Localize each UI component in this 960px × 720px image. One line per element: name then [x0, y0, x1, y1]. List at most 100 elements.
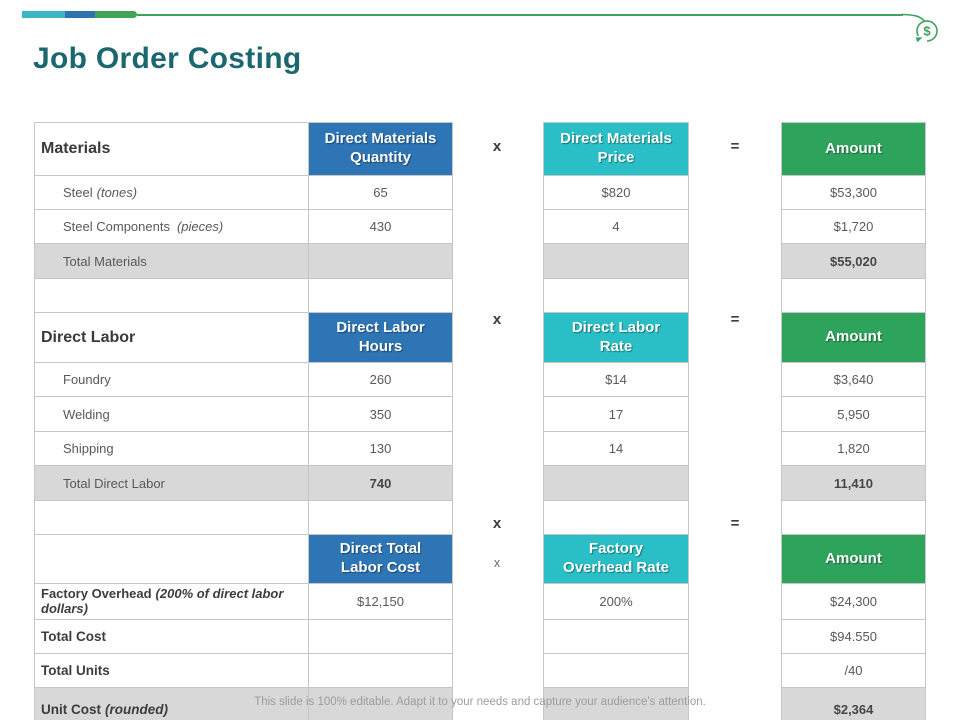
cell-foundry-amount: $3,640 [781, 362, 926, 397]
table-row-total: $2,364 [781, 687, 926, 720]
cell-total-materials-label: Total Materials [34, 243, 309, 279]
cell-steel-components-price: 4 [543, 209, 689, 244]
cell-empty [308, 653, 453, 688]
cell-unit-cost-label: Unit Cost (rounded) [34, 687, 309, 720]
table-row: Steel (tones) 65 [34, 175, 453, 210]
table-row: Welding 350 [34, 396, 453, 432]
cell-empty [34, 500, 309, 535]
cell-empty [34, 534, 309, 584]
equals-operator: = [730, 515, 740, 532]
dollar-glyph: $ [923, 24, 931, 39]
table-row: Amount [781, 312, 926, 363]
table-row-total: 11,410 [781, 465, 926, 501]
left-table: Materials Direct Materials Quantity Stee… [34, 122, 453, 720]
cell-empty [308, 500, 453, 535]
table-row-total [543, 243, 689, 279]
table-row: Steel Components (pieces) 430 [34, 209, 453, 244]
table-row: Direct Materials Price [543, 122, 689, 176]
multiply-operator: x [492, 311, 502, 328]
cell-materials-label: Materials [34, 122, 309, 176]
equals-operator: = [730, 138, 740, 155]
cell-unit-cost-amount: $2,364 [781, 687, 926, 720]
table-row: Total Units [34, 653, 453, 688]
table-row: Total Cost [34, 619, 453, 654]
row-label: Steel Components [63, 219, 170, 234]
table-row [543, 619, 689, 654]
row-label-note: (200% of direct labor dollars) [41, 585, 284, 616]
cell-header-amount-1: Amount [781, 122, 926, 176]
multiply-operator: x [492, 515, 502, 532]
top-accent-bar-teal [22, 11, 65, 18]
header-line: Direct Materials [560, 130, 672, 148]
cell-steel-amount: $53,300 [781, 175, 926, 210]
cell-direct-labor-label: Direct Labor [34, 312, 309, 363]
cell-factory-overhead-qty: $12,150 [308, 583, 453, 620]
table-row-spacer [34, 500, 453, 535]
cell-empty [308, 278, 453, 313]
cell-shipping-price: 14 [543, 431, 689, 466]
table-row [543, 653, 689, 688]
cell-shipping-amount: 1,820 [781, 431, 926, 466]
table-row: Shipping 130 [34, 431, 453, 466]
cell-total-units-label: Total Units [34, 653, 309, 688]
cell-steel-components-amount: $1,720 [781, 209, 926, 244]
table-row: $94.550 [781, 619, 926, 654]
right-table: Amount $53,300 $1,720 $55,020 Amount $3,… [781, 122, 926, 720]
table-row-total [543, 687, 689, 720]
dollar-refresh-icon: $ [900, 9, 949, 51]
cell-empty [308, 619, 453, 654]
table-row: Amount [781, 534, 926, 584]
page-title: Job Order Costing [33, 42, 302, 75]
cell-total-cost-amount: $94.550 [781, 619, 926, 654]
cell-empty [543, 687, 689, 720]
row-label-note: (tones) [96, 185, 138, 200]
table-row: $1,720 [781, 209, 926, 244]
header-line: Overhead Rate [563, 559, 669, 576]
header-line: Price [597, 149, 635, 166]
table-row-spacer [781, 278, 926, 313]
row-label: Factory Overhead [41, 585, 152, 601]
cell-welding-label: Welding [34, 396, 309, 432]
cell-header-amount-2: Amount [781, 312, 926, 363]
table-row: Factory Overhead Rate [543, 534, 689, 584]
table-row: /40 [781, 653, 926, 688]
header-line: Direct Labor [571, 318, 661, 336]
cell-empty [543, 619, 689, 654]
cell-foundry-label: Foundry [34, 362, 309, 397]
cell-empty [543, 243, 689, 279]
cell-steel-price: $820 [543, 175, 689, 210]
cell-empty [308, 687, 453, 720]
table-row: Direct Labor Direct Labor Hours [34, 312, 453, 363]
table-row-spacer [34, 278, 453, 313]
header-line: Factory [588, 540, 644, 558]
table-row: 5,950 [781, 396, 926, 432]
table-row-spacer [543, 500, 689, 535]
cell-total-direct-labor-amount: 11,410 [781, 465, 926, 501]
cell-empty [543, 500, 689, 535]
header-line: Direct Materials [324, 130, 437, 148]
header-line: Labor Cost [340, 559, 421, 576]
table-row-spacer [543, 278, 689, 313]
table-row: 4 [543, 209, 689, 244]
table-row-total: Total Materials [34, 243, 453, 279]
cell-header-factory-overhead-rate: Factory Overhead Rate [543, 534, 689, 584]
row-label: Unit Cost [41, 701, 101, 717]
cell-welding-qty: 350 [308, 396, 453, 432]
table-row: $820 [543, 175, 689, 210]
row-label-note: (rounded) [105, 701, 168, 717]
table-row: 17 [543, 396, 689, 432]
cell-shipping-label: Shipping [34, 431, 309, 466]
cell-total-direct-labor-label: Total Direct Labor [34, 465, 309, 501]
cell-steel-components-qty: 430 [308, 209, 453, 244]
table-row-total: Unit Cost (rounded) [34, 687, 453, 720]
cell-foundry-price: $14 [543, 362, 689, 397]
equals-operator: = [730, 311, 740, 328]
table-row: $14 [543, 362, 689, 397]
cell-total-units-amount: /40 [781, 653, 926, 688]
table-row: Direct Total Labor Cost [34, 534, 453, 584]
cell-steel-label: Steel (tones) [34, 175, 309, 210]
cell-foundry-qty: 260 [308, 362, 453, 397]
cell-steel-components-label: Steel Components (pieces) [34, 209, 309, 244]
header-line: Direct Total [339, 540, 422, 558]
table-row: $53,300 [781, 175, 926, 210]
